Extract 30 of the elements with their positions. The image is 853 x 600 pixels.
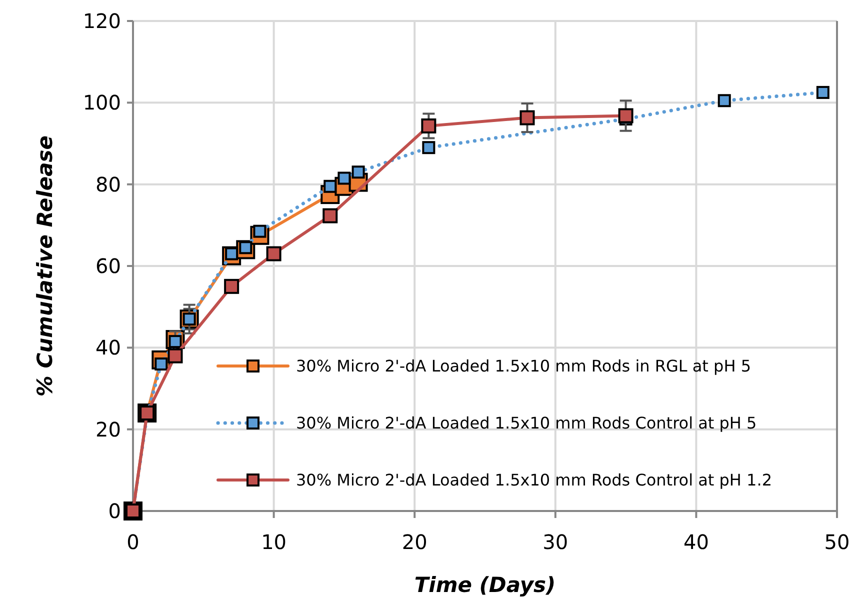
y-tick-label: 100 (82, 90, 121, 115)
point (352, 166, 365, 179)
x-tick-label: 30 (542, 530, 568, 554)
point (718, 94, 731, 108)
y-tick-label: 20 (96, 417, 121, 442)
y-tick-label: 0 (108, 499, 121, 523)
point (168, 348, 183, 364)
x-tick-label: 40 (683, 530, 709, 554)
point (266, 246, 282, 262)
point (520, 110, 535, 126)
y-tick-label: 60 (96, 254, 121, 278)
x-tick-label: 0 (126, 530, 140, 554)
y-tick-label: 40 (96, 336, 121, 360)
legend-label: 30% Micro 2'-dA Loaded 1.5x10 mm Rods Control at pH 5 (296, 414, 757, 433)
point (816, 86, 830, 99)
legend-label: 30% Micro 2'-dA Loaded 1.5x10 mm Rods Control at pH 1.2 (296, 470, 772, 490)
y-tick-label: 80 (96, 172, 121, 196)
point (322, 208, 338, 224)
point (324, 180, 337, 193)
x-tick-label: 50 (824, 530, 850, 554)
point (224, 278, 240, 294)
y-tick-label: 120 (82, 9, 121, 33)
x-axis-title: Time (Days) (414, 573, 556, 597)
x-tick-label: 20 (402, 530, 428, 554)
x-tick-label: 10 (261, 530, 287, 554)
point (422, 141, 436, 154)
point (421, 118, 436, 134)
point (338, 172, 351, 185)
y-axis-title: % Cumulative Release (33, 135, 57, 397)
legend-label: 30% Micro 2'-dA Loaded 1.5x10 mm Rods in RGL at pH 5 (296, 356, 751, 376)
